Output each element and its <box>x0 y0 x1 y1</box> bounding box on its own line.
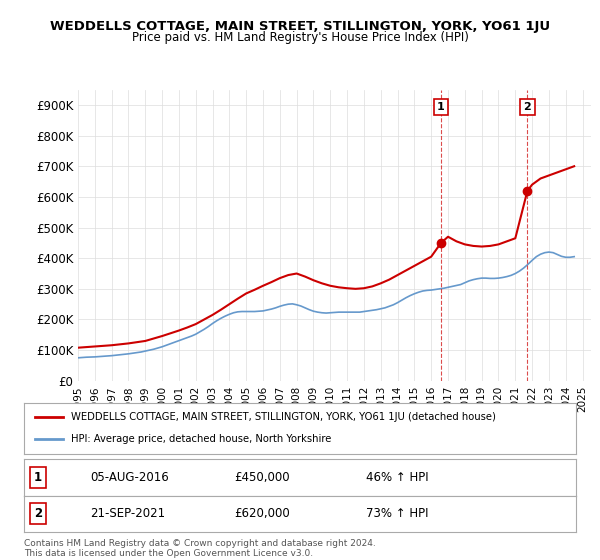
Text: WEDDELLS COTTAGE, MAIN STREET, STILLINGTON, YORK, YO61 1JU (detached house): WEDDELLS COTTAGE, MAIN STREET, STILLINGT… <box>71 412 496 422</box>
Text: Price paid vs. HM Land Registry's House Price Index (HPI): Price paid vs. HM Land Registry's House … <box>131 31 469 44</box>
Text: 1: 1 <box>437 102 445 112</box>
Text: £450,000: £450,000 <box>234 471 289 484</box>
Text: 21-SEP-2021: 21-SEP-2021 <box>90 507 166 520</box>
Text: Contains HM Land Registry data © Crown copyright and database right 2024.
This d: Contains HM Land Registry data © Crown c… <box>24 539 376 558</box>
Text: 05-AUG-2016: 05-AUG-2016 <box>90 471 169 484</box>
Text: HPI: Average price, detached house, North Yorkshire: HPI: Average price, detached house, Nort… <box>71 435 331 445</box>
Text: 2: 2 <box>524 102 531 112</box>
Text: 46% ↑ HPI: 46% ↑ HPI <box>366 471 429 484</box>
Text: £620,000: £620,000 <box>234 507 290 520</box>
Text: WEDDELLS COTTAGE, MAIN STREET, STILLINGTON, YORK, YO61 1JU: WEDDELLS COTTAGE, MAIN STREET, STILLINGT… <box>50 20 550 32</box>
Text: 2: 2 <box>34 507 42 520</box>
Text: 73% ↑ HPI: 73% ↑ HPI <box>366 507 429 520</box>
Text: 1: 1 <box>34 471 42 484</box>
